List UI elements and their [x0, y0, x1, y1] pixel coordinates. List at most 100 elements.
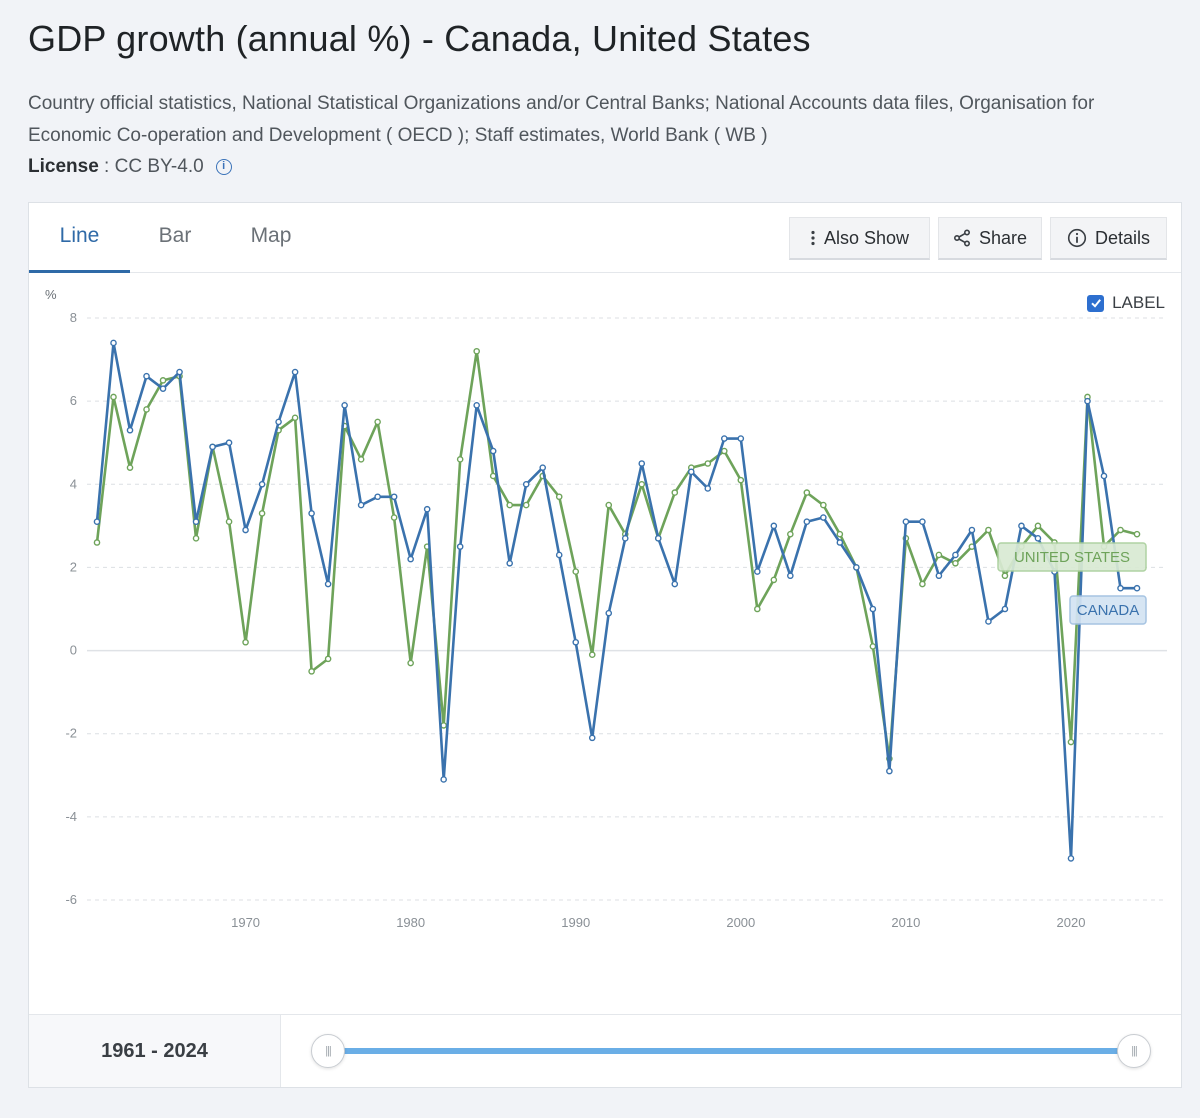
y-tick-label: -2 — [65, 726, 77, 741]
x-tick-label: 2000 — [726, 915, 755, 930]
data-point-canada — [902, 518, 910, 525]
data-point-united-states — [407, 659, 414, 667]
series-end-label-united-states-box — [997, 542, 1147, 572]
chart-area: % 8 6 4 2 0 -2 -4 -6 1970 1980 1990 2000 2010 2020 UNIT… — [29, 273, 1181, 1013]
data-point-canada — [952, 551, 959, 559]
data-point-canada — [357, 501, 365, 509]
data-point-canada — [754, 568, 761, 575]
tab-line[interactable]: Line — [29, 203, 130, 273]
tab-map[interactable]: Map — [250, 224, 292, 247]
data-point-canada — [291, 368, 299, 376]
data-point-canada — [985, 618, 992, 625]
data-point-canada — [473, 401, 480, 409]
data-point-canada — [176, 368, 183, 376]
data-point-canada — [869, 605, 877, 613]
data-point-canada — [787, 572, 794, 580]
share-label: Share — [978, 227, 1028, 248]
grip-icon: ||| — [325, 1045, 332, 1057]
data-point-united-states — [489, 472, 497, 480]
data-point-canada — [258, 480, 266, 488]
data-point-canada — [638, 460, 646, 467]
data-point-united-states — [770, 576, 778, 584]
data-point-united-states — [308, 668, 315, 675]
y-tick-label: 6 — [70, 393, 77, 408]
x-tick-label: 1980 — [396, 915, 425, 930]
data-point-canada — [126, 426, 134, 434]
data-point-canada — [1034, 535, 1042, 542]
y-tick-label: 0 — [70, 643, 77, 658]
range-slider-track[interactable] — [329, 1048, 1137, 1054]
range-start-handle[interactable]: ||| — [311, 1034, 345, 1068]
x-tick-label: 2020 — [1057, 915, 1086, 930]
info-icon[interactable]: i — [215, 159, 232, 175]
data-point-united-states — [638, 480, 646, 488]
data-point-united-states — [721, 447, 728, 455]
data-point-canada — [803, 518, 811, 525]
data-point-united-states — [159, 377, 167, 384]
data-point-canada — [275, 418, 282, 426]
data-point-united-states — [456, 456, 464, 463]
label-checkbox[interactable] — [1087, 294, 1105, 312]
data-point-united-states — [952, 559, 959, 567]
data-point-united-states — [787, 530, 794, 538]
y-axis-unit-label: % — [45, 287, 57, 302]
x-tick-label: 1990 — [561, 915, 590, 930]
data-point-united-states — [1117, 526, 1124, 534]
data-point-united-states — [1067, 738, 1075, 746]
range-end-handle[interactable]: ||| — [1117, 1034, 1151, 1068]
data-point-canada — [1100, 472, 1108, 480]
data-point-canada — [209, 443, 216, 451]
data-point-united-states — [1133, 530, 1141, 538]
data-point-united-states — [258, 510, 266, 517]
data-point-united-states — [357, 456, 365, 463]
data-point-canada — [341, 401, 348, 409]
data-point-united-states — [836, 530, 844, 538]
data-point-canada — [721, 435, 728, 442]
share-button[interactable]: Share — [938, 217, 1042, 260]
also-show-button[interactable]: Also Show — [789, 217, 930, 260]
data-point-united-states — [572, 568, 580, 575]
tab-bar[interactable]: Bar — [158, 224, 192, 247]
check-icon — [1090, 299, 1101, 308]
x-tick-label: 2010 — [891, 915, 920, 930]
data-point-canada — [704, 485, 712, 492]
label-toggle[interactable]: LABEL — [1087, 293, 1165, 313]
data-point-united-states — [820, 501, 827, 509]
data-point-canada — [242, 526, 249, 534]
series-end-label-canada-box — [1069, 595, 1147, 625]
y-tick-label: 4 — [70, 476, 77, 491]
data-point-united-states — [522, 501, 530, 509]
y-tick-label: 8 — [70, 310, 77, 325]
data-point-united-states — [291, 414, 299, 422]
data-point-canada — [737, 435, 745, 442]
data-point-canada — [192, 518, 200, 525]
info-circle-icon — [1067, 228, 1087, 248]
data-point-canada — [968, 526, 976, 534]
kebab-icon — [811, 230, 815, 246]
data-point-united-states — [671, 489, 679, 496]
details-button[interactable]: Details — [1050, 217, 1167, 260]
data-point-canada — [456, 543, 464, 550]
data-point-canada — [1117, 584, 1124, 592]
data-point-canada — [423, 505, 431, 513]
data-point-canada — [687, 468, 695, 476]
source-text: Country official statistics, National St… — [28, 93, 1095, 146]
view-tabs: Line Bar Map Also Show Share Details — [29, 203, 1181, 273]
data-point-canada — [1067, 855, 1075, 862]
license-value: CC BY-4.0 — [114, 156, 204, 177]
also-show-label: Also Show — [823, 227, 910, 248]
data-point-canada — [143, 372, 150, 380]
share-icon — [953, 229, 970, 247]
data-point-united-states — [390, 514, 398, 521]
line-chart[interactable]: % 8 6 4 2 0 -2 -4 -6 1970 1980 1990 2000 2010 2020 UNIT… — [29, 273, 1183, 1013]
data-point-united-states — [737, 476, 745, 484]
data-point-united-states — [1034, 522, 1042, 530]
data-point-canada — [820, 514, 827, 521]
data-point-united-states — [324, 655, 332, 663]
data-point-canada — [605, 609, 613, 617]
x-tick-label: 1970 — [231, 915, 260, 930]
data-point-canada — [407, 555, 414, 563]
data-point-canada — [539, 464, 547, 471]
data-point-canada — [1001, 605, 1009, 613]
data-point-canada — [324, 580, 332, 588]
